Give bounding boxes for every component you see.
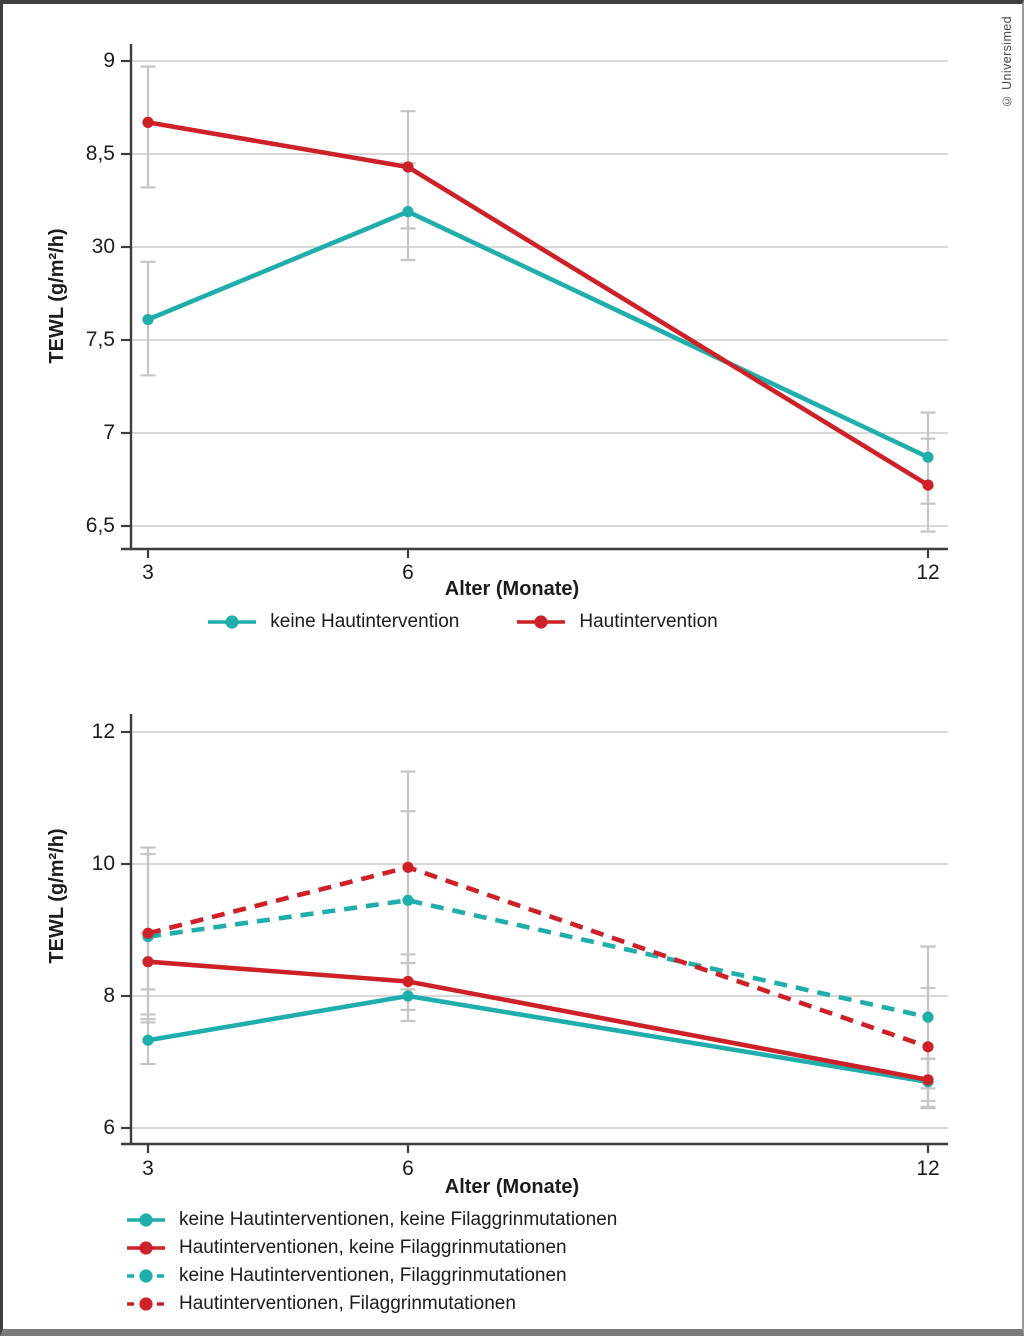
- y-tick-label: 30: [91, 235, 115, 258]
- data-point: [142, 313, 154, 326]
- legend-item: Hautinterventionen, keine Filaggrinmutat…: [127, 1237, 567, 1258]
- data-point: [142, 927, 154, 939]
- series-line: [147, 897, 929, 1020]
- data-point: [402, 975, 414, 988]
- x-tick-label: 3: [142, 561, 154, 584]
- legend-dashed-line-marker-icon: [127, 1297, 165, 1311]
- legend-label: Hautinterventionen, keine Filaggrinmutat…: [179, 1237, 567, 1258]
- legend-item: Hautinterventionen, Filaggrinmutationen: [127, 1293, 516, 1314]
- x-tick-label: 12: [916, 1157, 940, 1180]
- legend-solid-line-marker-icon: [517, 615, 566, 629]
- data-point: [922, 1041, 934, 1053]
- data-point: [142, 116, 154, 128]
- legend-dashed-line-marker-icon: [127, 1269, 165, 1283]
- data-point: [402, 206, 414, 218]
- y-tick-label: 7,5: [85, 328, 115, 351]
- data-point: [402, 861, 414, 873]
- series-line: [147, 993, 929, 1085]
- data-point: [402, 990, 414, 1002]
- y-tick-label: 7: [103, 421, 115, 444]
- legend-label: keine Hautinterventionen, Filaggrinmutat…: [179, 1265, 567, 1286]
- charts-canvas: [121, 44, 948, 1153]
- legend-label: keine Hautinterventionen, keine Filaggri…: [179, 1209, 618, 1230]
- legend-item: Hautintervention: [517, 611, 718, 632]
- x-tick-label: 3: [142, 1157, 154, 1180]
- legend-solid-line-marker-icon: [208, 615, 257, 629]
- x-tick-label: 6: [402, 1157, 414, 1180]
- x-axis-title-bottom-chart: Alter (Monate): [444, 1176, 580, 1198]
- legend-top-chart: keine Hautintervention Hautintervention: [103, 611, 823, 632]
- legend-label: Hautinterventionen, Filaggrinmutationen: [179, 1293, 516, 1314]
- x-tick-label: 12: [916, 561, 940, 584]
- legend-label: Hautintervention: [579, 611, 718, 632]
- y-tick-label: 8,5: [85, 142, 115, 165]
- data-point: [922, 479, 934, 491]
- copyright-text: © Universimed: [1000, 16, 1014, 109]
- data-point: [142, 956, 154, 968]
- legend-bottom-chart: keine Hautinterventionen, keine Filaggri…: [127, 1209, 618, 1314]
- y-tick-label: 12: [91, 720, 115, 743]
- data-point: [922, 1074, 934, 1086]
- y-tick-label: 8: [103, 984, 115, 1007]
- legend-solid-line-marker-icon: [127, 1241, 165, 1255]
- legend-item: keine Hautintervention: [208, 611, 460, 632]
- data-point: [402, 894, 414, 906]
- legend-label: keine Hautintervention: [270, 611, 460, 632]
- y-tick-label: 6: [103, 1116, 115, 1139]
- x-axis-title-top-chart: Alter (Monate): [444, 578, 580, 600]
- data-point: [402, 161, 414, 173]
- y-tick-label: 9: [103, 49, 115, 72]
- legend-item: keine Hautinterventionen, Filaggrinmutat…: [127, 1265, 567, 1286]
- y-axis-title-top-chart: TEWL (g/m²/h): [46, 228, 68, 364]
- x-tick-label: 6: [402, 561, 414, 584]
- y-tick-label: 6,5: [85, 514, 115, 537]
- data-point: [142, 1034, 154, 1046]
- legend-item: keine Hautinterventionen, keine Filaggri…: [127, 1209, 618, 1230]
- series-line: [147, 120, 930, 488]
- y-tick-label: 10: [91, 852, 115, 875]
- data-point: [922, 1011, 934, 1023]
- legend-solid-line-marker-icon: [127, 1213, 165, 1227]
- data-point: [922, 451, 934, 463]
